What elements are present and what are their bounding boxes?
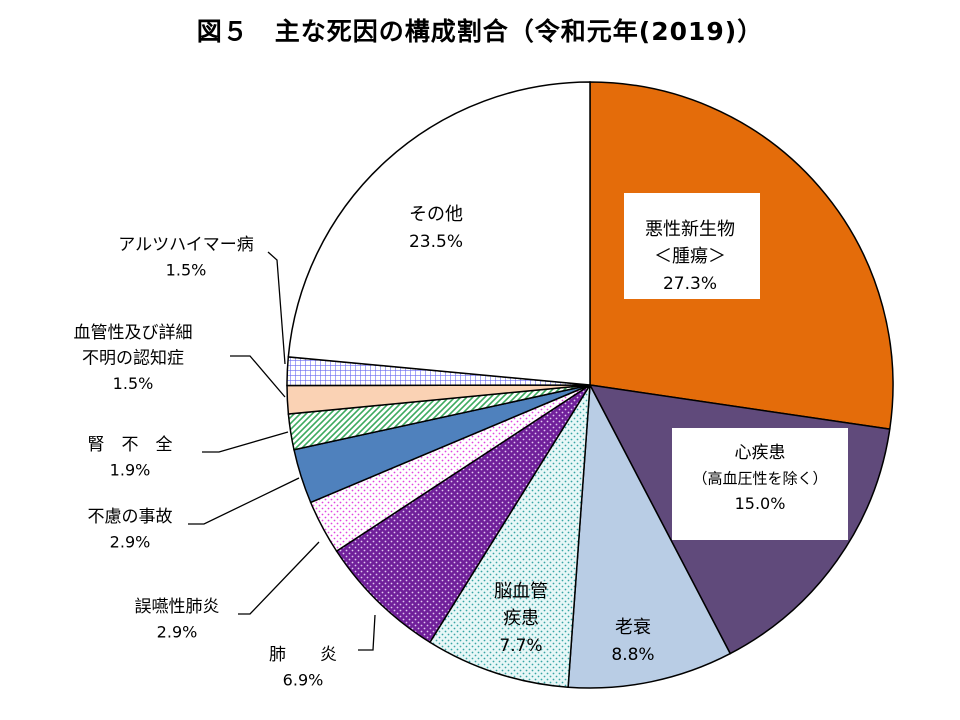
- label-box-1: [672, 428, 848, 540]
- leader-line-9: [267, 251, 286, 365]
- slice-value-8: 1.5%: [113, 374, 154, 393]
- slice-label-1-line-1: （高血圧性を除く）: [692, 470, 827, 488]
- slice-value-2: 8.8%: [611, 645, 654, 665]
- slice-value-5: 2.9%: [157, 623, 198, 642]
- slice-label-5-line-0: 誤嚥性肺炎: [135, 597, 220, 617]
- pie-slice-3: [428, 384, 591, 689]
- slice-label-3-line-1: 疾患: [503, 608, 539, 629]
- slice-value-9: 1.5%: [166, 261, 207, 280]
- slice-label-7-line-0: 腎 不 全: [88, 435, 173, 455]
- slice-label-0-line-1: ＜腫瘍＞: [654, 246, 726, 267]
- pie-slice-4: [335, 384, 591, 644]
- leader-line-5: [238, 541, 320, 615]
- slice-label-3-line-0: 脳血管: [494, 581, 548, 602]
- slice-value-3: 7.7%: [499, 636, 542, 656]
- slice-label-4-line-0: 肺 炎: [269, 645, 337, 665]
- leader-line-8: [230, 355, 286, 398]
- chart-title: 図５ 主な死因の構成割合（令和元年(2019)）: [196, 17, 764, 46]
- slice-value-1: 15.0%: [735, 494, 786, 513]
- slice-value-10: 23.5%: [409, 232, 463, 252]
- slice-label-1-line-0: 心疾患: [735, 443, 786, 463]
- slice-label-2-line-0: 老衰: [615, 617, 651, 638]
- label-box-0: [624, 193, 760, 299]
- leader-line-4: [358, 614, 376, 651]
- slice-label-8-line-1: 不明の認知症: [82, 349, 184, 369]
- slice-label-6-line-0: 不慮の事故: [88, 507, 173, 527]
- slice-labels: 悪性新生物 ＜腫瘍＞ 27.3% 心疾患 （高血圧性を除く） 15.0% 老衰 8.8% 脳血管…: [74, 193, 848, 690]
- leader-lines: [188, 251, 376, 651]
- slice-value-0: 27.3%: [663, 274, 717, 294]
- slice-value-7: 1.9%: [110, 461, 151, 480]
- pie-slice-10: [287, 81, 591, 386]
- slice-value-6: 2.9%: [110, 533, 151, 552]
- slice-label-8-line-0: 血管性及び詳細: [74, 323, 193, 343]
- leader-line-7: [202, 431, 289, 453]
- pie-slices: [286, 81, 894, 689]
- pie-slice-2: [567, 382, 732, 689]
- leader-line-6: [188, 477, 300, 525]
- slice-label-0-line-0: 悪性新生物: [645, 219, 735, 240]
- slice-label-9-line-0: アルツハイマー病: [118, 235, 254, 255]
- slice-value-4: 6.9%: [283, 671, 324, 690]
- slice-label-10-line-0: その他: [409, 204, 463, 225]
